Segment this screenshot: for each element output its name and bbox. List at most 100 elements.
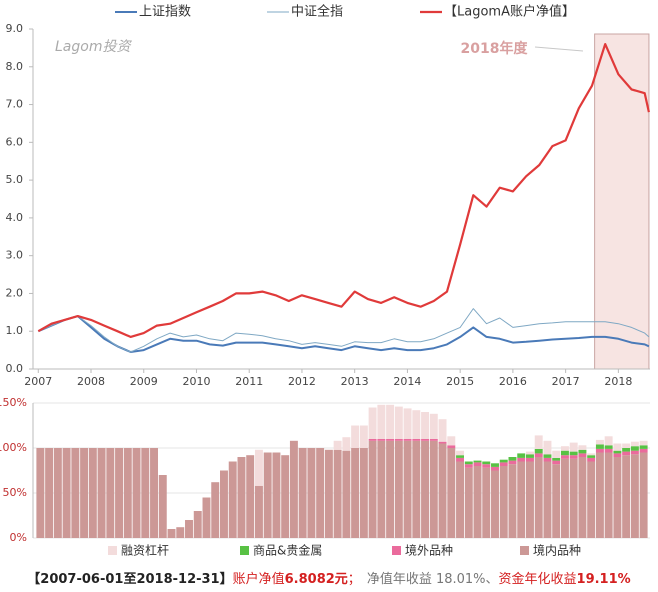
legend-label: 境内品种: [533, 543, 581, 558]
highlight-region: [594, 33, 650, 370]
y-tick-label: 50%: [3, 486, 27, 499]
bar-segment: [150, 448, 158, 538]
footer-part: ；: [347, 572, 361, 587]
bar-segment: [552, 457, 561, 461]
bar-segment: [421, 412, 430, 439]
bar-segment: [543, 457, 552, 462]
bar-segment: [447, 436, 456, 446]
bar-segment: [499, 466, 508, 538]
bar-segment: [342, 437, 351, 451]
bar-segment: [403, 439, 412, 441]
bar-segment: [639, 448, 648, 453]
bar-segment: [80, 448, 89, 538]
bar-segment: [630, 441, 639, 447]
bar-segment: [630, 454, 639, 538]
bar-segment: [307, 448, 316, 538]
bar-segment: [534, 457, 543, 538]
legend-label: 融资杠杆: [121, 543, 169, 558]
bar-segment: [394, 440, 403, 538]
bar-segment: [587, 455, 596, 458]
bar-segment: [560, 450, 569, 456]
bar-segment: [368, 440, 377, 538]
bar-segment: [526, 451, 534, 455]
legend-label: 境外品种: [405, 543, 453, 558]
legend-label: 中证全指: [291, 4, 343, 20]
bar-segment: [595, 452, 604, 538]
bar-segment: [622, 448, 631, 452]
bar-segment: [228, 461, 237, 538]
bar-segment: [517, 461, 526, 538]
bar-segment: [482, 464, 491, 468]
bar-segment: [263, 452, 272, 538]
bar-segment: [630, 446, 639, 451]
bar-segment: [377, 439, 386, 441]
bar-segment: [123, 448, 132, 538]
bar-segment: [115, 448, 124, 538]
bar-segment: [97, 448, 106, 538]
bar-segment: [71, 448, 80, 538]
x-tick-label: 2010: [182, 375, 210, 388]
footer-part: 【2007-06-01至2018-12-31】: [27, 572, 233, 587]
footer-part: 资金年化收益: [498, 572, 577, 587]
bar-segment: [333, 449, 342, 538]
y-tick-label: 0.0: [6, 362, 24, 375]
bar-segment: [526, 454, 534, 458]
bar-segment: [552, 464, 561, 538]
bar-segment: [569, 442, 578, 452]
bar-segment: [237, 457, 246, 538]
x-tick-label: 2013: [341, 375, 369, 388]
bar-segment: [359, 448, 368, 538]
bar-segment: [622, 455, 631, 538]
bar-segment: [595, 444, 604, 449]
bar-segment: [595, 448, 604, 453]
bar-segment: [438, 441, 447, 444]
charts: 2018年度 Lagom投资 0.0 1.0 2.0 3.0 4.0 5.0 6.0 7.0 8.0…: [0, 4, 650, 558]
bar-segment: [62, 448, 71, 538]
footer: 【2007-06-01至2018-12-31】账户净值6.8082元； 净值年收益…: [0, 568, 658, 587]
bar-segment: [578, 445, 587, 450]
bar-segment: [351, 425, 360, 448]
legend-label: 【LagomA账户净值】: [444, 4, 575, 20]
bar-segment: [342, 450, 351, 538]
bar-segment: [526, 461, 534, 538]
bar-segment: [456, 461, 464, 538]
series-line: [37, 43, 650, 338]
bar-segment: [578, 453, 587, 457]
bar-segment: [412, 440, 421, 538]
y-tick-label: 6.0: [6, 135, 24, 148]
bar-segment: [220, 470, 228, 538]
bar-segment: [351, 448, 360, 538]
x-tick-label: 2017: [552, 375, 580, 388]
bar-segment: [604, 436, 613, 446]
x-tick-label: 2015: [446, 375, 474, 388]
bar-segment: [333, 440, 342, 450]
bar-segment: [499, 459, 508, 463]
bar-segment: [552, 460, 561, 465]
bar-segment: [368, 407, 377, 439]
bar-segment: [211, 482, 220, 538]
bar-segment: [587, 457, 596, 462]
bar-segment: [587, 453, 596, 456]
bar-segment: [193, 511, 202, 538]
x-tick-label: 2014: [393, 375, 421, 388]
bar-segment: [569, 458, 578, 538]
bar-segment: [254, 449, 263, 486]
bar-segment: [456, 455, 464, 458]
bar-segment: [508, 460, 517, 465]
bar-segment: [246, 455, 255, 538]
x-tick-label: 2016: [499, 375, 527, 388]
bar-segment: [543, 454, 552, 458]
bar-segment: [604, 448, 613, 453]
y-tick-label: 4.0: [6, 211, 24, 224]
bar-segment: [639, 452, 648, 538]
bar-segment: [412, 439, 421, 441]
series-line: [37, 315, 650, 353]
bar-segment: [412, 410, 421, 439]
bar-segment: [560, 446, 569, 451]
bar-segment: [482, 467, 491, 538]
bar-segment: [578, 449, 587, 454]
bar-segment: [543, 461, 552, 538]
legend-swatch: [520, 546, 529, 555]
x-tick-label: 2018: [604, 375, 632, 388]
bar-segment: [324, 449, 333, 538]
